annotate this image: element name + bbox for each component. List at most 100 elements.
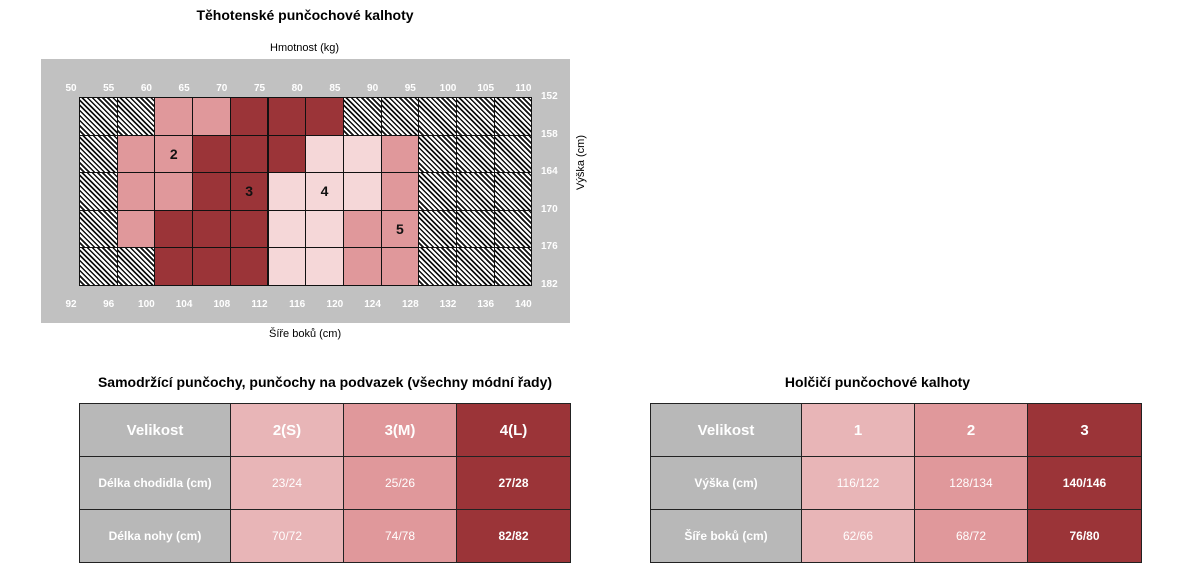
height-tick: 176 <box>541 241 558 252</box>
size-2-cell <box>116 172 156 211</box>
size-header-cell: 3 <box>1027 403 1142 457</box>
table-cell: 116/122 <box>801 456 915 510</box>
weight-tick: 75 <box>253 83 266 94</box>
size-header-cell: 2(S) <box>230 403 344 457</box>
size-3-cell <box>267 134 307 173</box>
size-2-cell: 2 <box>154 134 194 173</box>
unavailable-cell <box>116 97 156 136</box>
tights-table: Velikost 1 2 3 Výška (cm) 116/122 128/13… <box>650 403 1142 563</box>
row-label: Výška (cm) <box>650 456 802 510</box>
unavailable-cell <box>418 172 457 211</box>
hip-tick: 116 <box>289 299 306 310</box>
weight-tick: 85 <box>329 83 341 94</box>
table-cell: 82/82 <box>456 509 571 563</box>
size-number-label: 2 <box>169 145 178 162</box>
hip-axis-label: Šíře boků (cm) <box>269 328 342 340</box>
unavailable-cell <box>418 97 457 136</box>
weight-tick: 100 <box>439 83 457 94</box>
weight-tick: 70 <box>216 83 228 94</box>
table-row: Délka nohy (cm) 70/72 74/78 82/82 <box>79 509 571 563</box>
table-cell: 25/26 <box>343 456 457 510</box>
size-2-cell <box>116 209 156 248</box>
unavailable-cell <box>456 209 495 248</box>
unavailable-cell <box>493 172 533 211</box>
size-3-cell <box>267 97 307 136</box>
size-3-cell <box>305 97 344 136</box>
hip-tick: 120 <box>326 299 344 310</box>
table-cell: 128/134 <box>914 456 1028 510</box>
unavailable-cell <box>456 134 495 173</box>
hip-tick: 124 <box>364 299 381 310</box>
size-4-cell <box>267 247 307 286</box>
weight-tick: 65 <box>178 83 190 94</box>
size-5-cell <box>342 247 382 286</box>
hip-tick: 100 <box>138 299 155 310</box>
table-cell: 62/66 <box>801 509 915 563</box>
hip-tick: 128 <box>401 299 419 310</box>
size-3-cell <box>192 134 231 173</box>
tights-title: Holčičí punčochové kalhoty <box>784 374 971 390</box>
table-cell: 74/78 <box>343 509 457 563</box>
size-header-cell: 2 <box>914 403 1028 457</box>
hip-tick: 136 <box>477 299 495 310</box>
unavailable-cell <box>493 97 533 136</box>
table-row: Šíře boků (cm) 62/66 68/72 76/80 <box>650 509 1142 563</box>
size-3-cell <box>229 209 269 248</box>
table-header-row: Velikost 2(S) 3(M) 4(L) <box>79 403 571 457</box>
size-5-cell <box>380 134 420 173</box>
table-cell: 140/146 <box>1027 456 1142 510</box>
height-tick: 170 <box>541 203 558 215</box>
unavailable-cell <box>79 247 118 286</box>
unavailable-cell <box>342 97 382 136</box>
hip-tick: 96 <box>103 299 115 310</box>
size-3-cell <box>192 172 231 211</box>
unavailable-cell <box>493 247 533 286</box>
size-4-cell <box>305 209 344 248</box>
unavailable-cell <box>456 172 495 211</box>
hip-tick: 104 <box>175 299 193 310</box>
size-3-cell <box>154 247 194 286</box>
weight-tick: 50 <box>65 83 77 94</box>
weight-tick: 80 <box>291 83 303 94</box>
size-5-cell <box>380 172 420 211</box>
height-axis-label: Výška (cm) <box>575 135 587 190</box>
size-4-cell <box>342 172 382 211</box>
weight-tick: 90 <box>367 83 379 94</box>
size-4-cell <box>267 172 307 211</box>
stockings-table: Velikost 2(S) 3(M) 4(L) Délka chodidla (… <box>79 403 571 563</box>
unavailable-cell <box>116 247 156 286</box>
size-3-cell: 3 <box>229 172 269 211</box>
weight-tick: 105 <box>477 83 495 94</box>
unavailable-cell <box>79 209 118 248</box>
size-header: Velikost <box>650 403 802 457</box>
size-5-cell <box>380 247 420 286</box>
hip-tick: 108 <box>213 299 231 310</box>
size-3-cell <box>192 209 231 248</box>
height-tick: 152 <box>541 91 558 102</box>
unavailable-cell <box>418 134 457 173</box>
size-header-cell: 1 <box>801 403 915 457</box>
size-5-cell: 5 <box>380 209 420 248</box>
height-tick: 158 <box>541 128 558 140</box>
size-4-cell <box>305 134 344 173</box>
size-4-cell <box>267 209 307 248</box>
chart-title: Těhotenské punčochové kalhoty <box>196 7 414 23</box>
table-cell: 68/72 <box>914 509 1028 563</box>
unavailable-cell <box>418 209 457 248</box>
size-number-label: 4 <box>320 183 329 200</box>
table-row: Výška (cm) 116/122 128/134 140/146 <box>650 456 1142 510</box>
size-4-cell <box>342 134 382 173</box>
table-header-row: Velikost 1 2 3 <box>650 403 1142 457</box>
size-3-cell <box>229 134 269 173</box>
table-cell: 23/24 <box>230 456 344 510</box>
size-2-cell <box>154 97 194 136</box>
unavailable-cell <box>79 134 118 173</box>
weight-tick: 110 <box>515 83 532 94</box>
hip-tick: 140 <box>515 299 532 310</box>
hip-tick: 132 <box>439 299 457 310</box>
unavailable-cell <box>456 97 495 136</box>
hip-tick: 112 <box>251 299 268 310</box>
unavailable-cell <box>79 97 118 136</box>
weight-tick: 55 <box>103 83 115 94</box>
table-cell: 27/28 <box>456 456 571 510</box>
